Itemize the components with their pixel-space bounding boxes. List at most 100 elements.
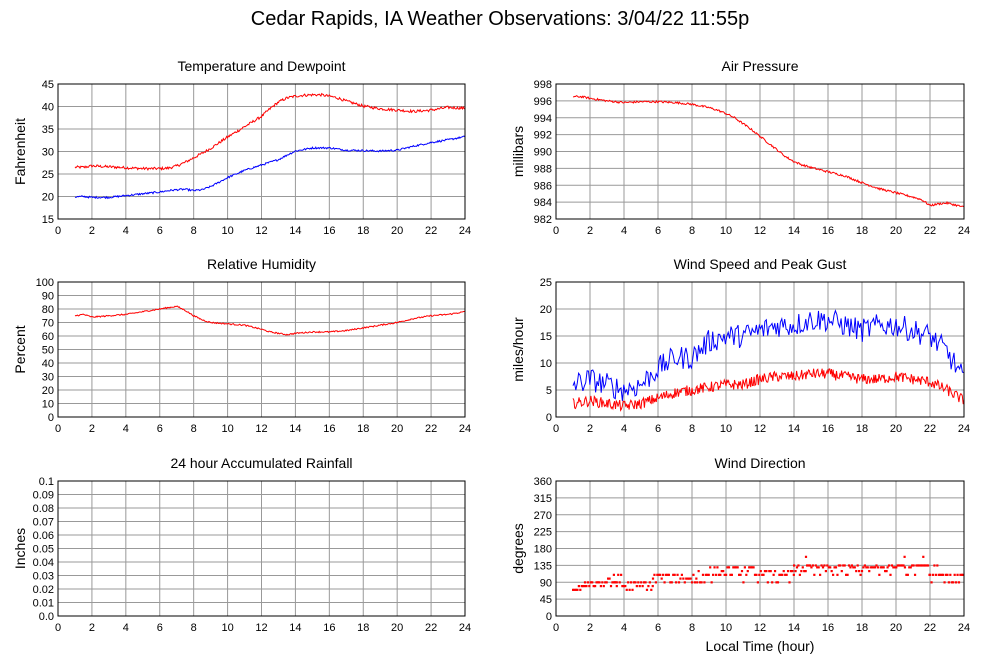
data-point bbox=[890, 564, 894, 567]
data-point bbox=[853, 566, 856, 569]
x-tick-label: 12 bbox=[754, 622, 766, 634]
data-point bbox=[748, 566, 751, 569]
x-tick-label: 4 bbox=[123, 225, 129, 237]
data-point bbox=[775, 581, 778, 584]
y-tick-label: 992 bbox=[534, 130, 552, 142]
data-point bbox=[868, 570, 871, 573]
x-tick-label: 22 bbox=[924, 423, 936, 435]
data-point bbox=[659, 573, 662, 576]
data-point bbox=[768, 570, 771, 573]
data-point bbox=[717, 573, 720, 576]
x-tick-label: 18 bbox=[357, 423, 369, 435]
data-point bbox=[936, 564, 939, 567]
data-point bbox=[723, 573, 726, 576]
data-point bbox=[615, 585, 618, 588]
data-point bbox=[813, 573, 816, 576]
x-tick-label: 2 bbox=[587, 225, 593, 237]
x-tick-label: 16 bbox=[323, 423, 335, 435]
data-point bbox=[778, 573, 781, 576]
data-point bbox=[635, 585, 638, 588]
x-tick-label: 22 bbox=[924, 225, 936, 237]
y-tick-label: 0 bbox=[48, 412, 54, 424]
data-point bbox=[909, 566, 912, 569]
data-point bbox=[913, 573, 917, 576]
y-tick-label: 25 bbox=[42, 169, 54, 181]
data-point bbox=[950, 581, 953, 584]
data-point bbox=[934, 573, 937, 576]
data-point bbox=[940, 573, 943, 576]
x-tick-label: 12 bbox=[255, 225, 267, 237]
x-tick-label: 12 bbox=[255, 622, 267, 634]
data-point bbox=[924, 564, 927, 567]
data-point bbox=[749, 566, 752, 569]
data-point bbox=[669, 581, 672, 584]
data-point bbox=[660, 577, 663, 580]
page-title: Cedar Rapids, IA Weather Observations: 3… bbox=[250, 8, 750, 30]
y-tick-label: 0.09 bbox=[33, 490, 54, 502]
data-point bbox=[785, 573, 788, 576]
x-tick-label: 22 bbox=[924, 622, 936, 634]
series-line-0 bbox=[74, 305, 466, 336]
data-point bbox=[955, 581, 958, 584]
data-point bbox=[915, 564, 918, 567]
y-tick-label: 998 bbox=[534, 79, 552, 91]
series-line-1 bbox=[572, 368, 965, 412]
data-point bbox=[846, 573, 849, 576]
y-tick-label: 0.06 bbox=[33, 530, 54, 542]
data-point bbox=[800, 570, 803, 573]
x-tick-label: 24 bbox=[958, 622, 970, 634]
data-point bbox=[672, 573, 675, 576]
series-line-1 bbox=[74, 135, 466, 200]
x-tick-label: 24 bbox=[958, 423, 970, 435]
x-tick-label: 10 bbox=[221, 225, 233, 237]
y-tick-label: 0.1 bbox=[39, 476, 54, 488]
y-tick-label: 90 bbox=[42, 291, 54, 303]
data-point bbox=[621, 585, 624, 588]
data-point bbox=[594, 585, 597, 588]
x-tick-label: 20 bbox=[391, 423, 403, 435]
data-point bbox=[865, 566, 868, 569]
data-point bbox=[784, 573, 787, 576]
y-tick-label: 20 bbox=[42, 192, 54, 204]
data-point bbox=[795, 566, 799, 569]
data-point bbox=[863, 564, 867, 567]
y-tick-label: 996 bbox=[534, 96, 552, 108]
data-point bbox=[743, 566, 746, 569]
data-point bbox=[726, 566, 729, 569]
data-point bbox=[583, 585, 586, 588]
y-axis-label: Fahrenheit bbox=[12, 118, 28, 185]
x-tick-label: 14 bbox=[289, 423, 301, 435]
data-point bbox=[823, 564, 826, 567]
data-point bbox=[801, 566, 804, 569]
x-tick-label: 16 bbox=[323, 225, 335, 237]
data-point bbox=[709, 566, 712, 569]
data-point bbox=[855, 570, 858, 573]
data-point bbox=[670, 581, 673, 584]
data-point bbox=[806, 564, 809, 567]
x-tick-label: 14 bbox=[788, 423, 800, 435]
data-point bbox=[833, 566, 836, 569]
y-tick-label: 270 bbox=[534, 510, 552, 522]
data-point bbox=[808, 564, 812, 567]
data-point bbox=[688, 577, 691, 580]
x-tick-label: 8 bbox=[191, 423, 197, 435]
data-point bbox=[696, 581, 699, 584]
data-point bbox=[782, 570, 785, 573]
data-point bbox=[827, 566, 830, 569]
data-point bbox=[720, 570, 723, 573]
data-point bbox=[582, 585, 585, 588]
y-tick-label: 180 bbox=[534, 544, 552, 556]
x-tick-label: 18 bbox=[856, 225, 868, 237]
y-tick-label: 100 bbox=[36, 277, 54, 289]
data-point bbox=[666, 573, 669, 576]
data-point bbox=[881, 566, 884, 569]
data-point bbox=[906, 573, 909, 576]
x-tick-label: 2 bbox=[89, 225, 95, 237]
y-tick-label: 20 bbox=[540, 304, 552, 316]
y-tick-label: 25 bbox=[540, 277, 552, 289]
x-tick-label: 2 bbox=[587, 423, 593, 435]
data-point bbox=[631, 588, 634, 591]
data-point bbox=[843, 564, 846, 567]
data-point bbox=[779, 573, 782, 576]
data-point bbox=[598, 581, 601, 584]
